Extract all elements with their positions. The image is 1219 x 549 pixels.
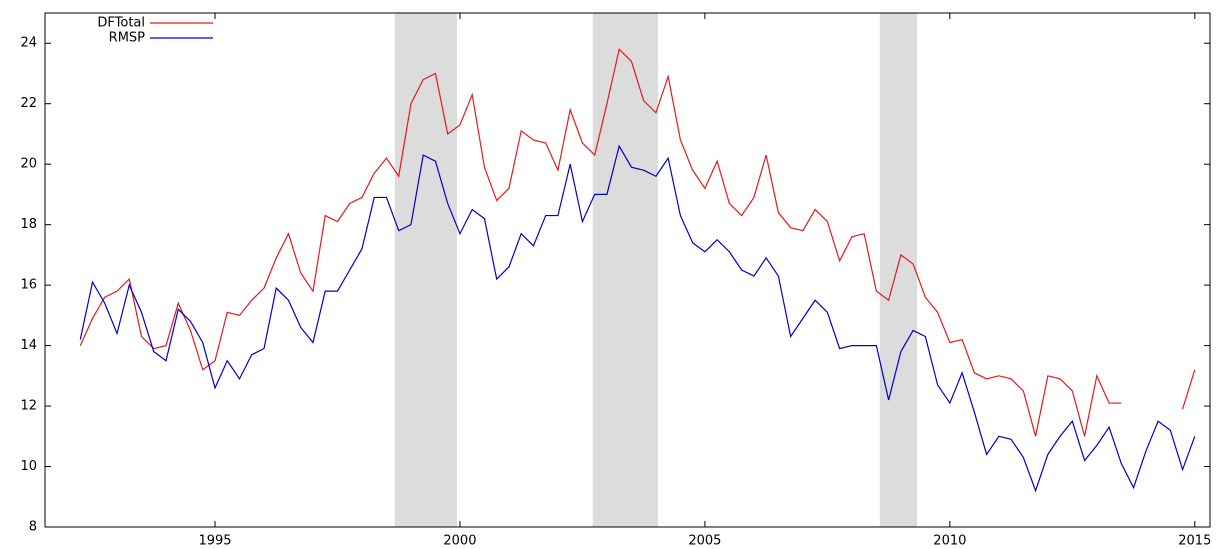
y-tick-label: 10 <box>20 459 37 474</box>
shaded-period <box>879 13 918 527</box>
y-tick-label: 24 <box>20 36 37 51</box>
x-tick-label: 2000 <box>443 534 476 549</box>
shaded-period <box>394 13 458 527</box>
y-tick-label: 8 <box>29 520 37 535</box>
line <box>79 48 1196 437</box>
plot-frame <box>44 12 1211 528</box>
x-tick-label: 2005 <box>688 534 721 549</box>
y-tick-label: 22 <box>20 96 37 111</box>
line <box>79 144 1196 493</box>
legend-label: DFTotal <box>97 16 145 31</box>
y-tick-label: 12 <box>20 399 37 414</box>
y-tick-label: 14 <box>20 338 37 353</box>
legend-label: RMSP <box>109 31 146 46</box>
y-tick-label: 16 <box>20 278 37 293</box>
x-tick-label: 2010 <box>933 534 966 549</box>
x-tick-label: 1995 <box>198 534 231 549</box>
y-tick-label: 20 <box>20 157 37 172</box>
x-tick-label: 2015 <box>1178 534 1211 549</box>
y-tick-label: 18 <box>20 217 37 232</box>
shaded-period <box>592 13 658 527</box>
